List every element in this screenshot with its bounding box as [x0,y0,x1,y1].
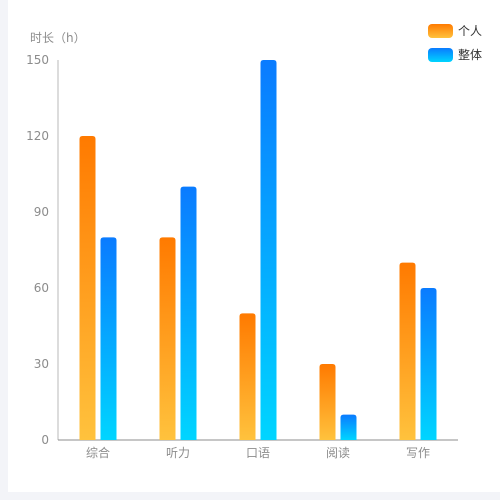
y-axis-ticks: 0 30 60 90 120 150 [26,53,49,447]
x-tick-label: 口语 [246,446,270,460]
left-border [0,0,8,500]
bar-personal[interactable] [159,237,176,440]
bar-overall[interactable] [180,186,197,440]
bar-overall[interactable] [340,414,357,440]
y-tick-label: 90 [34,205,49,219]
bar-personal[interactable] [79,136,96,440]
x-tick-label: 综合 [86,445,110,460]
legend-label-personal: 个人 [458,24,482,38]
bar-overall[interactable] [420,288,437,440]
bottom-border [0,492,500,500]
y-tick-label: 0 [41,433,49,447]
x-tick-label: 听力 [166,446,190,460]
bar-personal[interactable] [319,364,336,440]
bar-overall[interactable] [260,60,277,440]
y-tick-label: 120 [26,129,49,143]
y-tick-label: 150 [26,53,49,67]
x-axis-ticks: 综合 听力 口语 阅读 写作 [86,445,430,460]
legend-label-overall: 整体 [458,47,482,62]
y-tick-label: 30 [34,357,49,371]
bar-personal[interactable] [239,313,256,440]
x-tick-label: 写作 [406,446,430,460]
bar-overall[interactable] [100,237,117,440]
bars-group [79,60,437,440]
x-tick-label: 阅读 [326,446,350,460]
bar-personal[interactable] [399,262,416,440]
legend-swatch-personal [428,24,453,38]
legend-item-personal[interactable]: 个人 [428,24,482,38]
y-tick-label: 60 [34,281,49,295]
y-axis-title: 时长（h） [30,31,86,45]
legend-item-overall[interactable]: 整体 [428,47,482,62]
legend-swatch-overall [428,48,453,62]
legend: 个人 整体 [428,24,482,62]
